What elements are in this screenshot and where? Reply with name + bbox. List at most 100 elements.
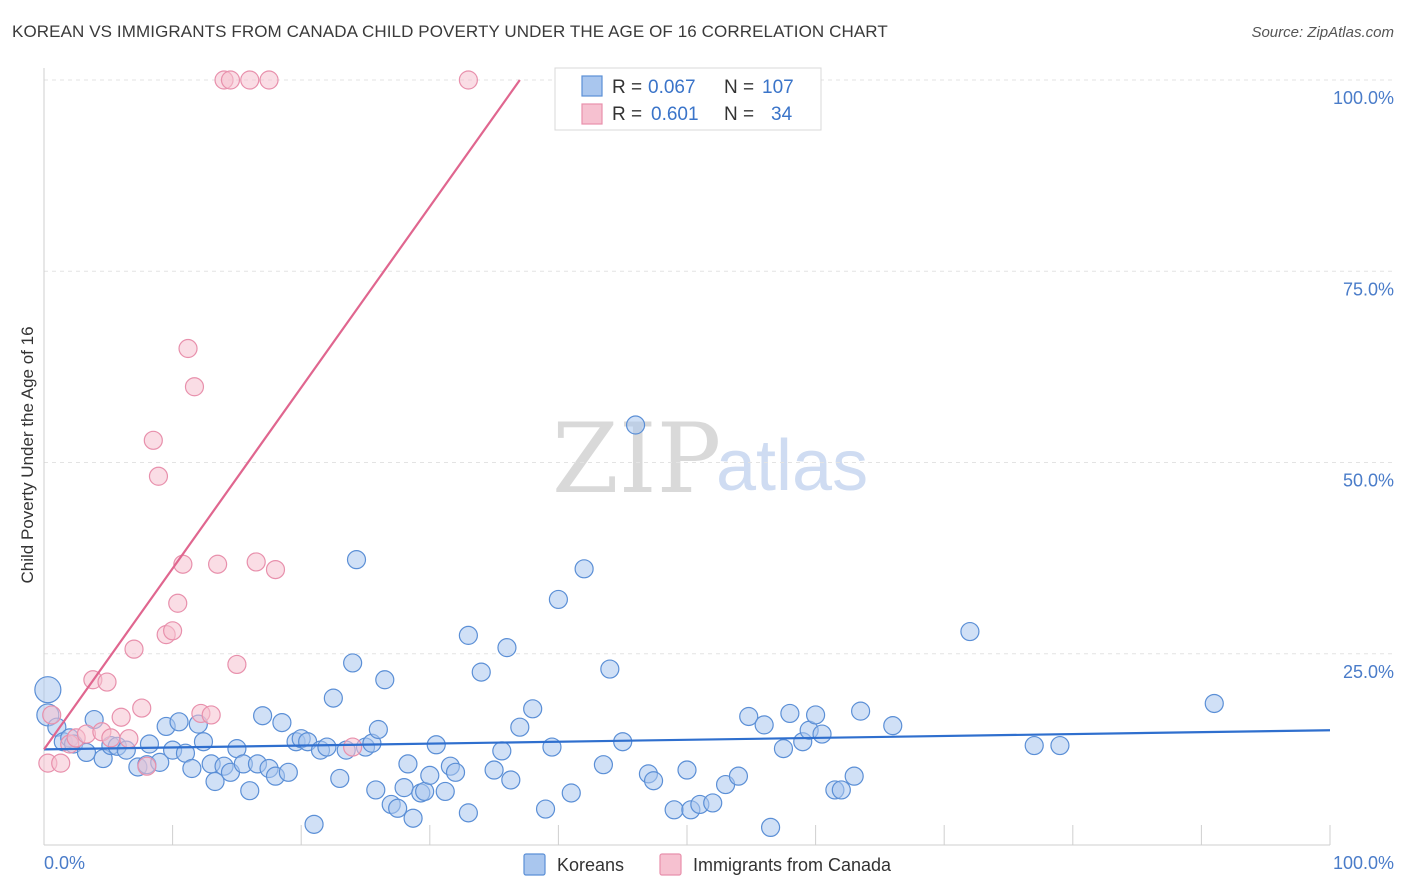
series-legend-swatch-canada (659, 853, 682, 876)
korean-point (510, 717, 530, 737)
korean-point (497, 638, 517, 658)
korean-point (253, 706, 273, 726)
korean-point (625, 415, 646, 435)
legend-n-label-koreans: N = (724, 77, 754, 98)
canada-point (124, 639, 144, 659)
korean-point (780, 703, 800, 724)
canada-point (97, 672, 117, 692)
legend-r-value-koreans: 0.067 (648, 77, 696, 98)
grid-lines (44, 79, 1394, 655)
legend-swatch-koreans (581, 75, 603, 97)
canada-point (178, 338, 198, 359)
canada-point (184, 377, 205, 397)
korean-point (403, 808, 423, 828)
korean-point (375, 670, 395, 690)
korean-point (739, 706, 759, 727)
canada-point (227, 654, 247, 675)
x-tick-label-min: 0.0% (44, 853, 85, 873)
korean-point (677, 760, 697, 780)
korean-point (492, 741, 512, 761)
canada-point (137, 756, 157, 776)
canada-point (143, 430, 163, 450)
korean-point (728, 766, 749, 786)
korean-point (773, 739, 794, 759)
korean-point (812, 724, 832, 744)
korean-point (561, 783, 581, 803)
canada-point (51, 753, 71, 773)
korean-point (593, 755, 614, 775)
korean-point (851, 701, 871, 721)
korean-point (34, 676, 62, 704)
canada-point (458, 70, 478, 90)
korean-point (831, 780, 851, 800)
canada-point (259, 70, 279, 90)
korean-point (420, 765, 440, 785)
y-axis-title: Child Poverty Under the Age of 16 (18, 326, 37, 583)
korean-point (317, 737, 337, 757)
korean-point (415, 781, 435, 802)
stats-legend: R = 0.067 N = 107 R = 0.601 N = 34 (554, 67, 822, 131)
canada-trend-line (43, 79, 521, 751)
y-tick-label-75: 75.0% (1343, 279, 1394, 299)
korean-point (343, 653, 363, 673)
korean-point (182, 758, 202, 779)
canada-point (111, 707, 131, 727)
korean-point (548, 589, 569, 610)
korean-point (1024, 735, 1044, 756)
legend-n-value-canada: 34 (771, 104, 793, 125)
korean-point (346, 550, 367, 570)
trend-lines (43, 79, 1331, 751)
legend-r-label-koreans: R = (612, 77, 642, 98)
korean-point (703, 793, 723, 813)
legend-n-value-koreans: 107 (762, 77, 794, 98)
legend-r-value-canada: 0.601 (651, 104, 699, 125)
korean-point (1204, 693, 1224, 714)
y-tick-labels: 25.0% 50.0% 75.0% 100.0% (1333, 88, 1394, 682)
korean-point (445, 762, 466, 782)
korean-point (368, 719, 388, 740)
korean-point (240, 781, 260, 801)
korean-point (398, 754, 418, 774)
korean-point (574, 559, 594, 579)
chart-title: KOREAN VS IMMIGRANTS FROM CANADA CHILD P… (12, 22, 888, 41)
korean-point (883, 716, 903, 736)
korean-point (960, 621, 980, 642)
series-legend-swatch-koreans (523, 853, 546, 876)
korean-point (458, 803, 478, 823)
canada-point (119, 729, 139, 749)
korean-point (394, 778, 414, 798)
korean-point (754, 715, 774, 735)
korean-point (471, 662, 491, 682)
korean-point (535, 799, 556, 819)
canada-point (246, 552, 266, 572)
series-legend-label-koreans: Koreans (557, 855, 624, 875)
korean-point (169, 712, 189, 732)
series-legend-label-canada: Immigrants from Canada (693, 855, 892, 875)
korean-point (643, 771, 664, 791)
korean-point (484, 760, 504, 780)
korean-point (844, 766, 864, 786)
korean-point (458, 625, 478, 645)
korean-point (139, 734, 160, 754)
canada-point (42, 705, 62, 725)
canada-point (343, 737, 363, 757)
korean-point (278, 762, 298, 782)
x-tick-label-max: 100.0% (1333, 853, 1394, 873)
canada-point (132, 698, 152, 718)
y-tick-label-25: 25.0% (1343, 662, 1394, 682)
canada-point (240, 70, 260, 90)
canada-point (148, 466, 169, 486)
korean-point (435, 781, 455, 802)
korean-point (523, 699, 543, 719)
korean-point (600, 659, 620, 679)
canada-point (163, 621, 183, 641)
korean-point (304, 814, 324, 834)
canada-point (265, 559, 286, 580)
canada-point (208, 554, 228, 574)
korean-point (664, 800, 684, 820)
x-ticks (43, 825, 1331, 845)
korean-point (323, 688, 343, 708)
canada-points (38, 70, 478, 776)
korean-point (388, 798, 408, 818)
